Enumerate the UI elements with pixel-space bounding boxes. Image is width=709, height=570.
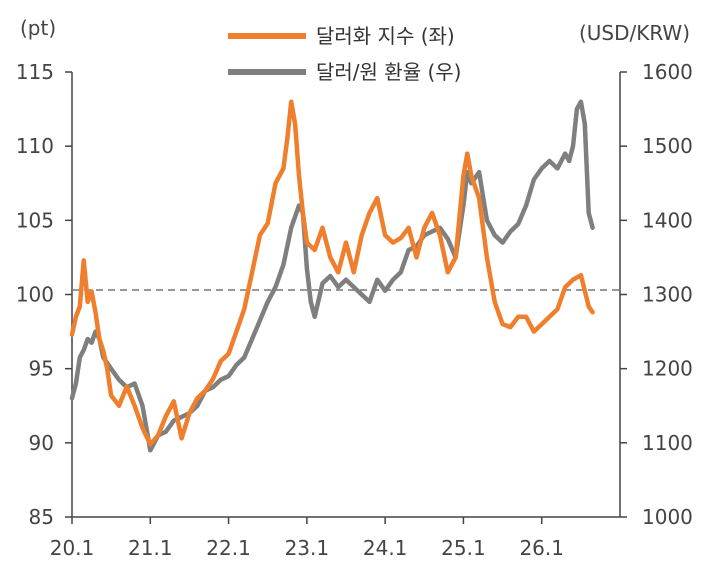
right-tick-label: 1200 — [642, 357, 693, 381]
left-tick-label: 105 — [16, 208, 54, 232]
x-tick-label: 21.1 — [128, 536, 173, 560]
series-line-usd-krw — [69, 99, 595, 453]
left-tick-label: 90 — [29, 431, 54, 455]
left-tick-label: 115 — [16, 60, 54, 84]
x-tick-label: 23.1 — [285, 536, 330, 560]
x-tick-label: 22.1 — [206, 536, 251, 560]
left-tick-label: 85 — [29, 505, 54, 529]
right-tick-label: 1400 — [642, 208, 693, 232]
series-group — [69, 99, 595, 453]
legend: 달러화 지수 (좌) 달러/원 환율 (우) — [228, 24, 461, 84]
x-tick-label: 25.1 — [441, 536, 486, 560]
left-axis-unit: (pt) — [20, 16, 56, 40]
right-tick-label: 1000 — [642, 505, 693, 529]
right-tick-label: 1500 — [642, 134, 693, 158]
left-tick-label: 110 — [16, 134, 54, 158]
series-line-dollar-index — [69, 99, 595, 447]
x-tick-label: 24.1 — [363, 536, 408, 560]
x-tick-label: 20.1 — [50, 536, 95, 560]
right-axis: 1000 1100 1200 1300 1400 1500 1600 — [619, 60, 693, 529]
left-tick-label: 100 — [16, 283, 54, 307]
x-tick-label: 26.1 — [519, 536, 564, 560]
right-tick-label: 1300 — [642, 283, 693, 307]
left-tick-label: 95 — [29, 357, 54, 381]
right-tick-label: 1100 — [642, 431, 693, 455]
legend-label-usd-krw: 달러/원 환율 (우) — [316, 60, 461, 84]
legend-label-dollar-index: 달러화 지수 (좌) — [316, 24, 455, 48]
left-axis: 85 90 95 100 105 110 115 — [16, 60, 73, 529]
right-axis-unit: (USD/KRW) — [579, 21, 690, 45]
x-axis: 20.1 21.1 22.1 23.1 24.1 25.1 26.1 — [50, 516, 620, 560]
right-tick-label: 1600 — [642, 60, 693, 84]
